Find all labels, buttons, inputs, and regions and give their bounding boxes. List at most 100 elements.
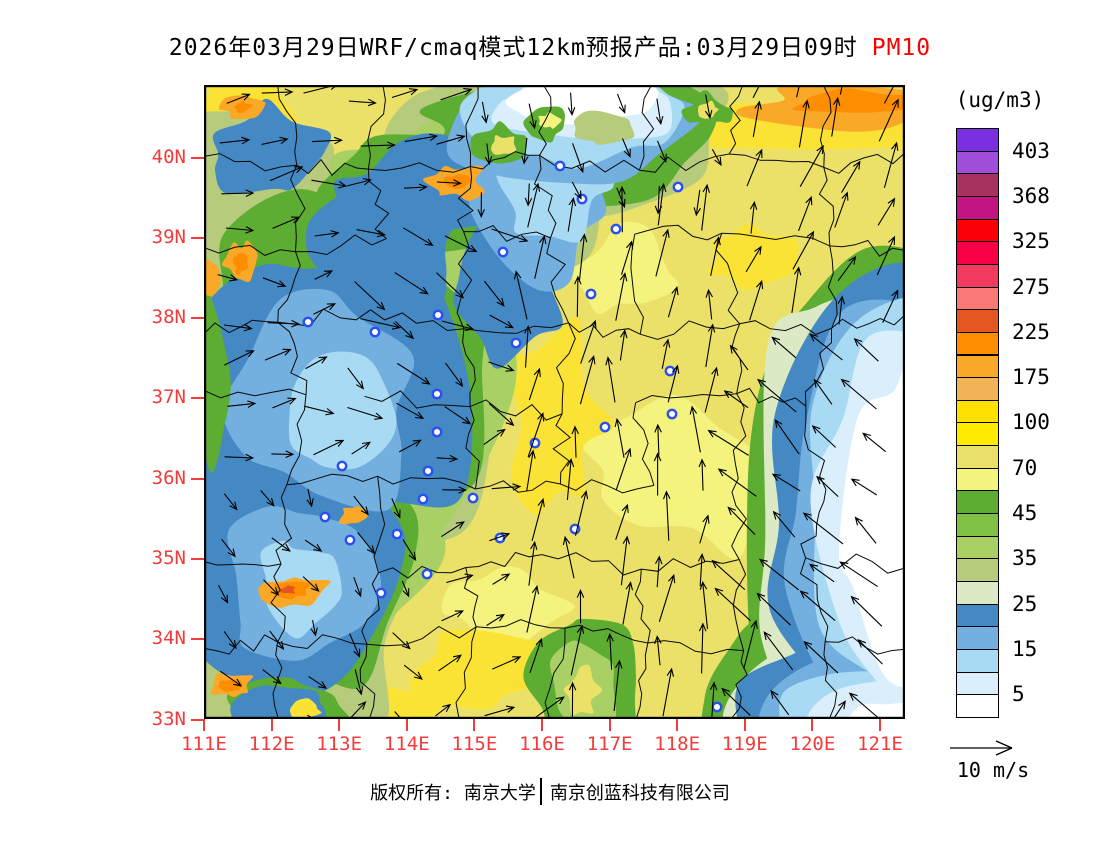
wind-arrow xyxy=(816,475,839,498)
city-marker xyxy=(467,492,479,504)
wind-arrow xyxy=(488,361,515,372)
wind-arrow xyxy=(570,624,585,676)
colorbar-box xyxy=(956,195,999,220)
boundary-line xyxy=(204,561,282,567)
colorbar-box xyxy=(956,309,999,333)
wind-arrow xyxy=(576,588,585,624)
wind-arrow xyxy=(809,333,843,361)
contour-blob xyxy=(279,585,296,594)
colorbar-box xyxy=(956,354,999,379)
wind-arrow xyxy=(774,418,800,455)
wind-arrow xyxy=(436,272,465,299)
boundary-line xyxy=(463,567,479,627)
wind-arrow xyxy=(689,405,701,453)
boundary-line xyxy=(373,476,386,573)
wind-arrow xyxy=(271,537,291,552)
city-marker xyxy=(610,223,622,235)
colorbar-label-5: 5 xyxy=(1012,682,1025,707)
wind-arrow xyxy=(618,185,626,233)
wind-arrow xyxy=(262,277,287,288)
boundary-line xyxy=(804,328,832,407)
city-marker xyxy=(336,460,348,472)
wind-arrow xyxy=(658,573,676,622)
colorbar-box xyxy=(956,603,999,628)
boundary-line xyxy=(818,167,835,246)
boundary-line xyxy=(361,572,380,645)
wind-arrow xyxy=(353,577,362,598)
wind-arrow xyxy=(347,406,384,420)
wind-arrow xyxy=(811,425,836,448)
wind-arrow xyxy=(314,230,340,238)
wind-arrow xyxy=(620,240,634,275)
boundary-line xyxy=(823,641,838,719)
colorbar-box xyxy=(956,150,999,175)
wind-arrow xyxy=(403,183,428,192)
wind-arrow xyxy=(850,478,878,496)
city-marker xyxy=(391,528,403,540)
colorbar-box xyxy=(956,399,999,424)
lon-label-120E: 120E xyxy=(789,733,836,755)
wind-arrow xyxy=(661,338,671,369)
wind-arrow xyxy=(528,540,538,586)
wind-arrow xyxy=(798,99,810,148)
city-marker xyxy=(554,160,566,172)
lon-tick xyxy=(405,719,408,731)
wind-arrow xyxy=(745,245,762,273)
boundary-line xyxy=(377,475,476,490)
wind-arrow xyxy=(262,669,282,685)
boundary-line xyxy=(647,640,744,655)
boundary-line xyxy=(533,155,557,239)
wind-arrow xyxy=(224,350,255,366)
contour-blob xyxy=(573,110,635,145)
city-marker xyxy=(510,337,522,349)
boundary-line xyxy=(823,152,905,174)
boundary-line xyxy=(728,85,744,155)
wind-arrow xyxy=(834,191,849,228)
wind-arrow xyxy=(580,319,597,364)
wind-arrow xyxy=(225,226,255,234)
boundary-line xyxy=(463,224,551,242)
colorbar-box xyxy=(956,128,999,152)
contour-blob xyxy=(289,698,322,719)
contour-blob xyxy=(706,224,799,291)
wind-arrow xyxy=(657,182,667,226)
boundary-line xyxy=(364,390,471,409)
boundary-line xyxy=(295,234,387,256)
colorbar-box xyxy=(956,626,999,650)
wind-arrow xyxy=(311,136,344,145)
lon-label-114E: 114E xyxy=(383,733,430,755)
lat-tick xyxy=(191,397,204,400)
wind-arrow xyxy=(772,510,796,538)
copyright-company: 南京创蓝科技有限公司 xyxy=(549,782,730,804)
wind-arrow xyxy=(526,449,536,492)
wind-arrow xyxy=(304,405,335,416)
wind-arrow xyxy=(771,336,797,359)
wind-arrow xyxy=(655,555,663,588)
wind-arrow xyxy=(272,397,297,409)
city-marker xyxy=(585,288,597,300)
wind-arrow xyxy=(853,337,879,362)
wind-arrow xyxy=(488,403,515,427)
lon-label-119E: 119E xyxy=(721,733,768,755)
colorbar-box xyxy=(956,422,999,447)
boundary-line xyxy=(204,634,278,655)
boundary-line xyxy=(456,166,474,232)
wind-arrow xyxy=(529,637,543,673)
colorbar-box xyxy=(956,535,999,560)
boundary-line xyxy=(634,224,723,241)
city-marker xyxy=(711,701,723,713)
wind-arrow xyxy=(403,664,423,680)
boundary-line xyxy=(799,557,829,642)
wind-arrow xyxy=(620,535,631,586)
colorbar-box xyxy=(956,173,999,197)
wind-arrow xyxy=(571,181,582,200)
boundary-line xyxy=(277,251,301,323)
wind-arrow xyxy=(831,96,841,137)
boundary-line xyxy=(204,244,296,256)
wind-arrow xyxy=(442,486,468,494)
wind-arrow xyxy=(883,141,899,189)
wind-arrow xyxy=(484,143,493,166)
lon-tick xyxy=(541,719,543,731)
wind-arrow xyxy=(568,681,577,719)
boundary-line xyxy=(286,473,378,486)
